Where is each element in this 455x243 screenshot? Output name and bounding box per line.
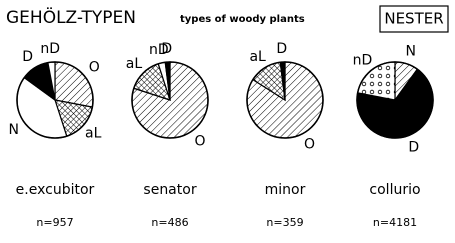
slice-label: nD xyxy=(40,41,60,57)
pie-outline xyxy=(131,61,209,139)
label: NESTER xyxy=(384,10,443,28)
pie-outline xyxy=(16,61,94,139)
slice-label: nD xyxy=(149,42,169,58)
slice-label: aL xyxy=(249,49,266,65)
pie-title: minor xyxy=(265,182,306,198)
slice-label: D xyxy=(408,139,419,155)
sample-size: n=4181 xyxy=(373,216,417,229)
subtitle: types of woody plants xyxy=(180,14,305,25)
slice-label: D xyxy=(276,41,287,57)
slice-label: D xyxy=(161,41,172,57)
pie-title: collurio xyxy=(369,182,420,198)
pie-slice xyxy=(54,61,94,108)
slice-label: nD xyxy=(353,53,373,69)
pie-outline xyxy=(246,61,324,139)
sample-size: n=486 xyxy=(151,216,188,229)
pie-outline xyxy=(356,61,434,139)
slice-label: aL xyxy=(85,126,102,142)
sample-size: n=359 xyxy=(266,216,303,229)
title: GEHÖLZ-TYPEN xyxy=(6,6,136,28)
sample-size: n=957 xyxy=(36,216,73,229)
slice-label: D xyxy=(22,49,33,65)
pie-title: e.excubitor xyxy=(16,182,95,198)
slice-label: O xyxy=(194,133,205,149)
label-box xyxy=(379,5,449,33)
slice-label: aL xyxy=(126,56,143,72)
slice-label: N xyxy=(8,122,18,138)
slice-label: O xyxy=(89,59,100,75)
slice-label: N xyxy=(406,43,416,59)
slice-label: O xyxy=(304,137,315,153)
pie-title: senator xyxy=(143,182,196,198)
